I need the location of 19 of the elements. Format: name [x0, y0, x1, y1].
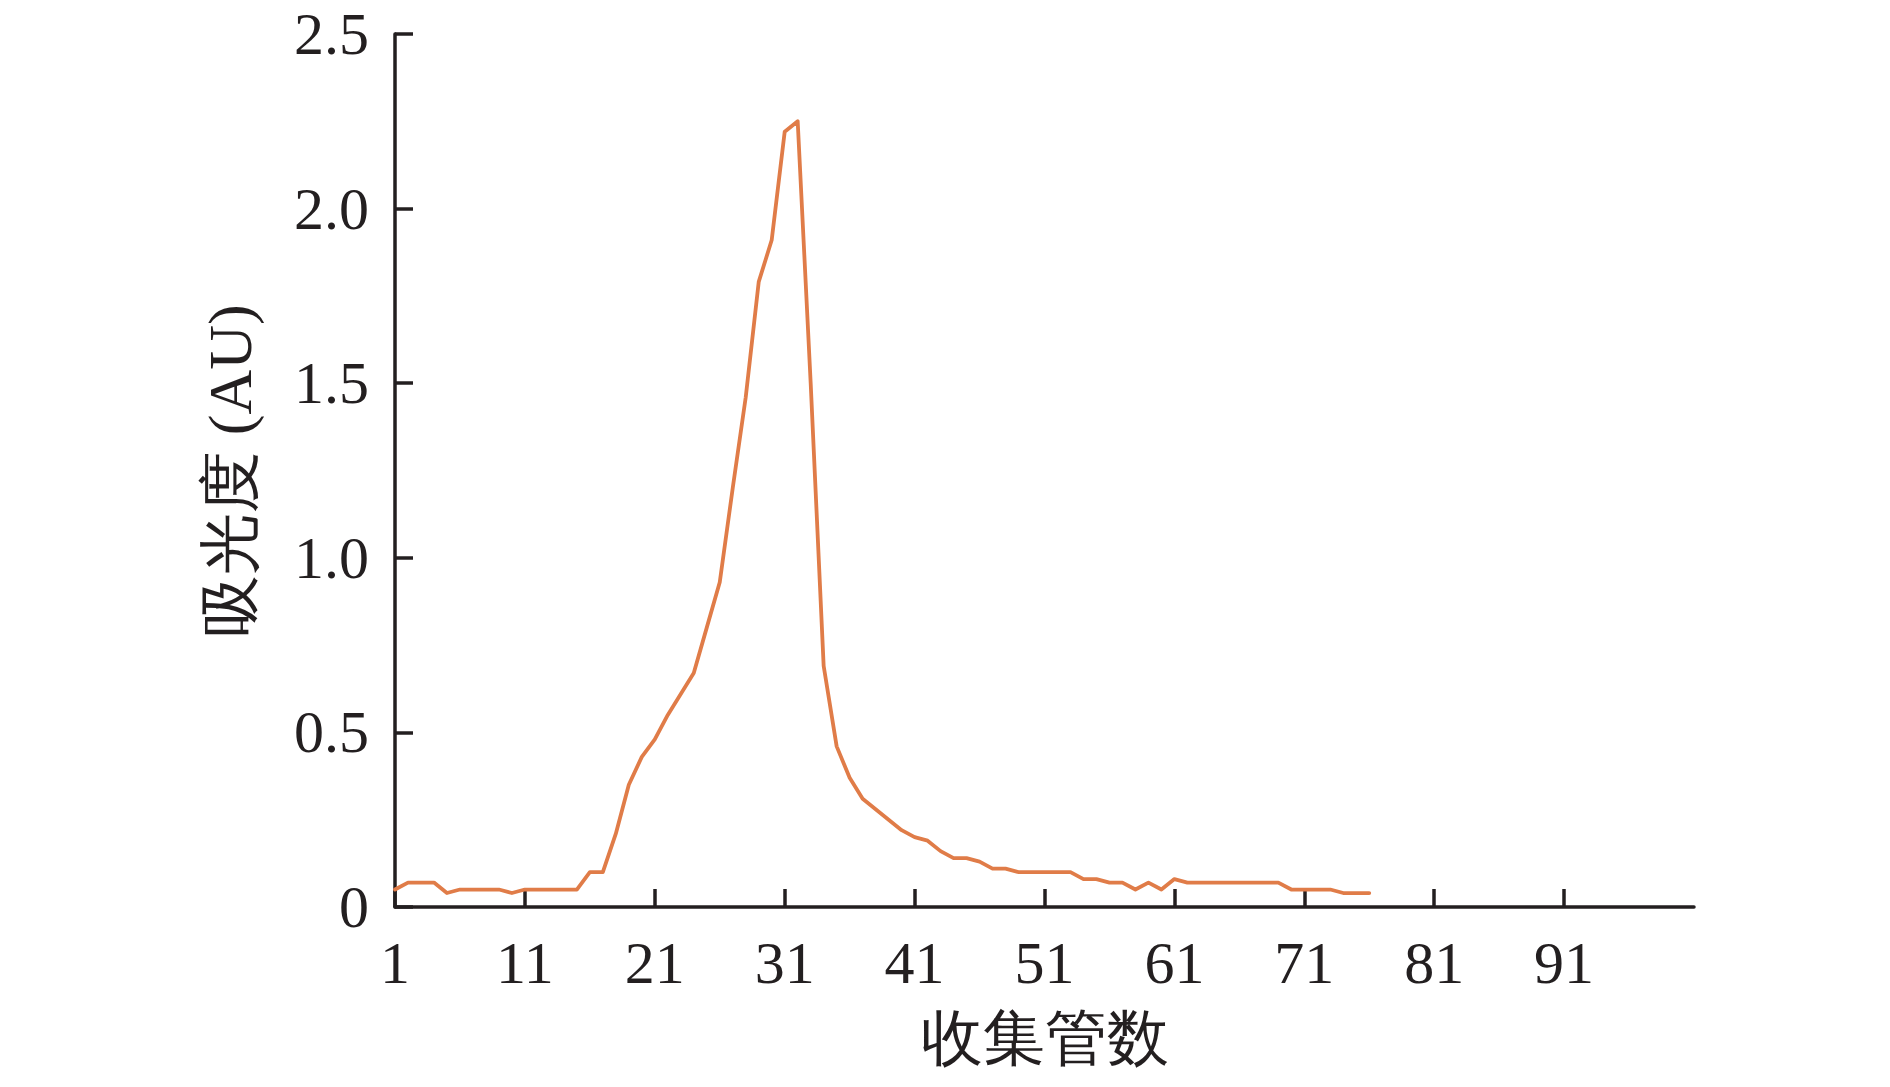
x-axis-title: 收集管数	[920, 1004, 1169, 1072]
x-tick-label: 61	[1144, 930, 1205, 996]
x-tick-label: 21	[624, 930, 685, 996]
y-tick-label: 2.0	[294, 175, 369, 242]
y-tick-label: 0	[339, 874, 369, 940]
line-series	[393, 119, 1372, 895]
x-tick-label: 31	[754, 930, 815, 996]
y-tick-label: 2.5	[294, 1, 369, 67]
x-tick-label: 41	[884, 930, 945, 996]
y-tick-label: 1.5	[294, 350, 369, 417]
x-tick-label: 11	[496, 930, 554, 996]
y-tick-label: 0.5	[294, 699, 369, 766]
x-tick-label: 71	[1274, 930, 1335, 996]
x-tick-label: 1	[380, 930, 410, 996]
y-tick-label: 1.0	[294, 524, 369, 591]
x-tick-label: 81	[1404, 930, 1465, 996]
x-tick-label: 51	[1014, 930, 1075, 996]
y-axis-title: 吸光度 (AU)	[196, 304, 265, 637]
x-tick-label: 91	[1534, 930, 1595, 996]
